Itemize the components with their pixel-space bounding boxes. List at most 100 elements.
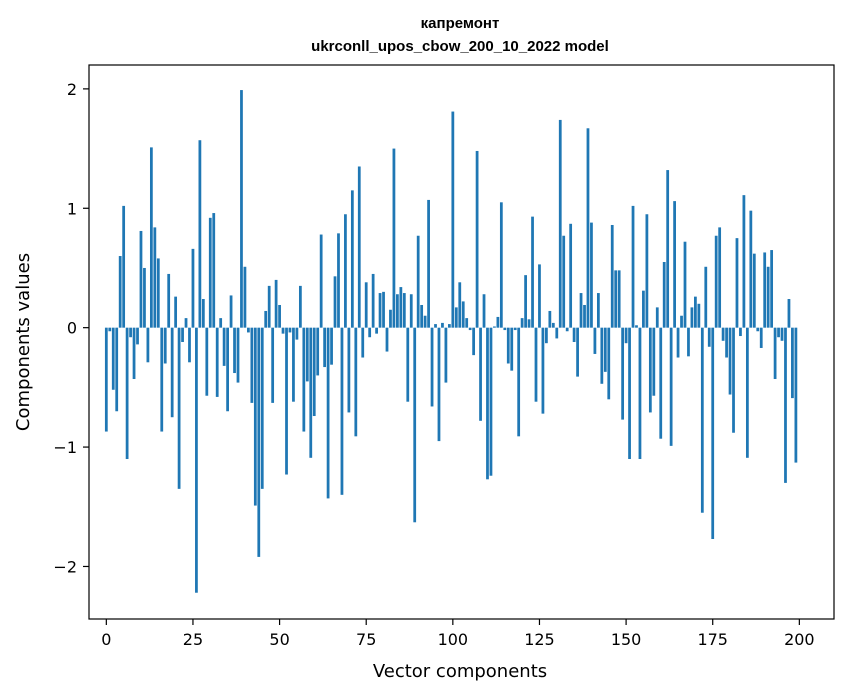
bar-192 bbox=[770, 250, 774, 328]
bar-44 bbox=[257, 327, 261, 557]
bar-143 bbox=[600, 327, 604, 384]
bar-140 bbox=[590, 222, 593, 328]
bar-119 bbox=[517, 327, 521, 437]
bar-32 bbox=[215, 327, 219, 397]
bars-group bbox=[104, 90, 798, 593]
bar-133 bbox=[565, 327, 569, 332]
bar-20 bbox=[174, 296, 178, 328]
bar-135 bbox=[572, 327, 576, 342]
bar-78 bbox=[375, 327, 378, 334]
bar-74 bbox=[361, 327, 365, 358]
bar-96 bbox=[437, 327, 441, 442]
bar-137 bbox=[579, 293, 583, 328]
bar-136 bbox=[576, 327, 579, 377]
bar-37 bbox=[233, 327, 236, 374]
bar-64 bbox=[326, 327, 330, 499]
bar-198 bbox=[791, 327, 794, 399]
bar-99 bbox=[447, 324, 451, 328]
bar-146 bbox=[610, 224, 614, 328]
bar-38 bbox=[236, 327, 240, 383]
bar-43 bbox=[253, 327, 257, 506]
bar-4 bbox=[118, 256, 122, 328]
bar-39 bbox=[240, 90, 243, 328]
bar-63 bbox=[323, 327, 327, 368]
x-tick-label-200: 200 bbox=[784, 630, 815, 649]
bar-190 bbox=[763, 252, 767, 328]
bar-41 bbox=[247, 327, 250, 333]
bar-193 bbox=[773, 327, 777, 380]
bar-194 bbox=[777, 327, 780, 338]
bar-33 bbox=[219, 318, 223, 328]
chart-title: капремонт bbox=[421, 15, 500, 32]
bar-174 bbox=[707, 327, 711, 347]
bar-145 bbox=[607, 327, 611, 400]
bar-95 bbox=[434, 324, 437, 328]
bar-8 bbox=[132, 327, 136, 380]
bar-6 bbox=[125, 327, 129, 460]
bar-86 bbox=[402, 293, 406, 328]
bar-77 bbox=[371, 273, 375, 328]
bar-94 bbox=[430, 327, 434, 407]
bar-191 bbox=[766, 266, 770, 328]
bar-58 bbox=[305, 327, 309, 382]
bar-45 bbox=[260, 327, 264, 489]
bar-186 bbox=[749, 210, 753, 328]
bar-147 bbox=[614, 270, 618, 328]
bar-184 bbox=[742, 195, 746, 328]
bar-129 bbox=[551, 322, 555, 328]
x-tick-label-25: 25 bbox=[183, 630, 203, 649]
bar-49 bbox=[274, 279, 278, 328]
bar-154 bbox=[638, 327, 642, 460]
bar-82 bbox=[389, 309, 392, 328]
bar-168 bbox=[687, 327, 690, 357]
bar-93 bbox=[427, 199, 430, 328]
x-axis-label: Vector components bbox=[373, 661, 547, 682]
bar-114 bbox=[499, 202, 503, 328]
bar-51 bbox=[281, 327, 285, 334]
bar-76 bbox=[368, 327, 372, 338]
bar-21 bbox=[177, 327, 181, 489]
bar-105 bbox=[468, 327, 472, 331]
bar-122 bbox=[527, 319, 531, 328]
bar-79 bbox=[378, 293, 382, 328]
bar-19 bbox=[170, 327, 174, 418]
bar-26 bbox=[195, 327, 198, 593]
bar-153 bbox=[635, 325, 638, 328]
bar-112 bbox=[493, 326, 496, 328]
bar-90 bbox=[416, 235, 420, 328]
bar-166 bbox=[680, 315, 683, 328]
bar-148 bbox=[617, 270, 621, 328]
bar-124 bbox=[534, 327, 538, 402]
bar-176 bbox=[714, 235, 718, 328]
bar-88 bbox=[409, 294, 413, 328]
bar-134 bbox=[569, 223, 573, 328]
bar-103 bbox=[461, 301, 465, 328]
bar-142 bbox=[596, 293, 600, 328]
bar-48 bbox=[271, 327, 275, 403]
bar-196 bbox=[784, 327, 787, 483]
bar-159 bbox=[655, 307, 659, 328]
bar-123 bbox=[531, 216, 534, 328]
bar-160 bbox=[659, 327, 663, 439]
y-axis-label: Components values bbox=[13, 253, 34, 431]
bar-121 bbox=[524, 275, 527, 328]
bar-164 bbox=[673, 201, 676, 328]
bar-11 bbox=[143, 267, 146, 328]
bar-169 bbox=[690, 307, 694, 328]
bar-107 bbox=[475, 150, 479, 328]
bar-2 bbox=[111, 327, 115, 390]
bar-102 bbox=[458, 282, 462, 328]
y-tick-label--2: −2 bbox=[53, 557, 77, 576]
bar-195 bbox=[780, 327, 784, 341]
bar-29 bbox=[205, 327, 209, 396]
bar-117 bbox=[510, 327, 514, 371]
bar-47 bbox=[267, 285, 271, 328]
bar-24 bbox=[188, 327, 191, 363]
bar-14 bbox=[153, 227, 157, 328]
bar-30 bbox=[208, 217, 212, 328]
x-tick-label-50: 50 bbox=[269, 630, 289, 649]
bar-152 bbox=[631, 205, 635, 328]
bar-70 bbox=[347, 327, 351, 413]
bar-115 bbox=[503, 327, 507, 331]
